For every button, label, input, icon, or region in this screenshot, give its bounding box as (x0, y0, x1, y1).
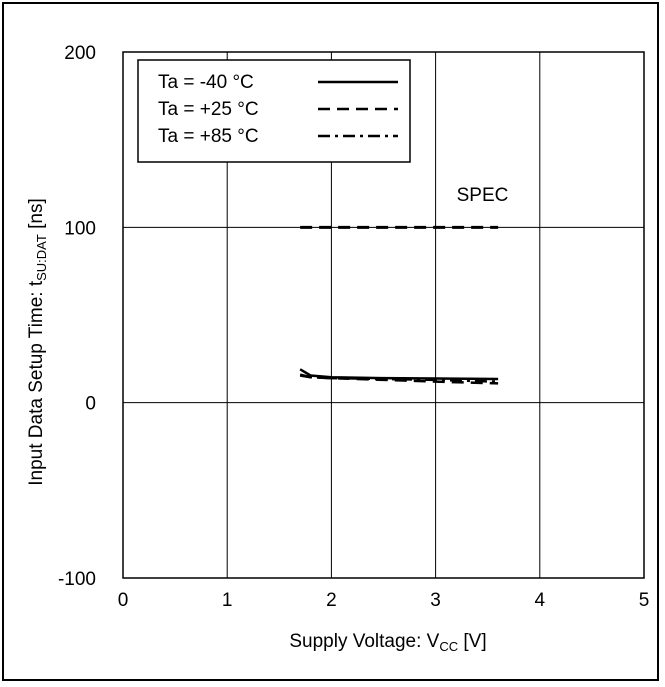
legend-label: Ta = +25 °C (158, 99, 259, 120)
x-tick-label: 2 (326, 590, 337, 611)
x-tick-label: 3 (430, 590, 441, 611)
y-tick-label: 0 (85, 394, 96, 415)
legend-label: Ta = -40 °C (158, 72, 254, 93)
spec-annotation: SPEC (457, 185, 509, 206)
y-tick-label: 200 (64, 43, 96, 64)
x-tick-label: 4 (535, 590, 546, 611)
legend: Ta = -40 °C Ta = +25 °C Ta = +85 °C (137, 59, 411, 163)
y-tick-label: 100 (64, 218, 96, 239)
legend-box (137, 59, 411, 163)
x-axis-label: Supply Voltage: VCC [V] (289, 631, 486, 654)
x-tick-label: 5 (639, 590, 650, 611)
x-tick-label: 1 (222, 590, 233, 611)
x-axis-label-tail: [V] (458, 631, 487, 652)
series-line-3 (299, 374, 499, 383)
y-tick-label: -100 (58, 569, 96, 590)
legend-label: Ta = +85 °C (158, 126, 259, 147)
y-axis-label-sub: SU:DAT (34, 234, 49, 281)
x-axis-label-sub: CC (439, 639, 458, 654)
plot-area-border (122, 51, 645, 579)
x-tick-label: 0 (118, 590, 129, 611)
x-axis-label-main: Supply Voltage: V (289, 631, 439, 652)
series-layer (299, 368, 499, 385)
y-axis-label-tail: [ns] (26, 198, 47, 234)
y-axis-label: Input Data Setup Time: tSU:DAT [ns] (26, 198, 49, 486)
y-axis-label-main: Input Data Setup Time: t (26, 280, 47, 486)
tick-labels: 0 1 2 3 4 5 -100 0 100 200 (58, 43, 649, 611)
legend-items: Ta = -40 °C Ta = +25 °C Ta = +85 °C (158, 72, 398, 147)
